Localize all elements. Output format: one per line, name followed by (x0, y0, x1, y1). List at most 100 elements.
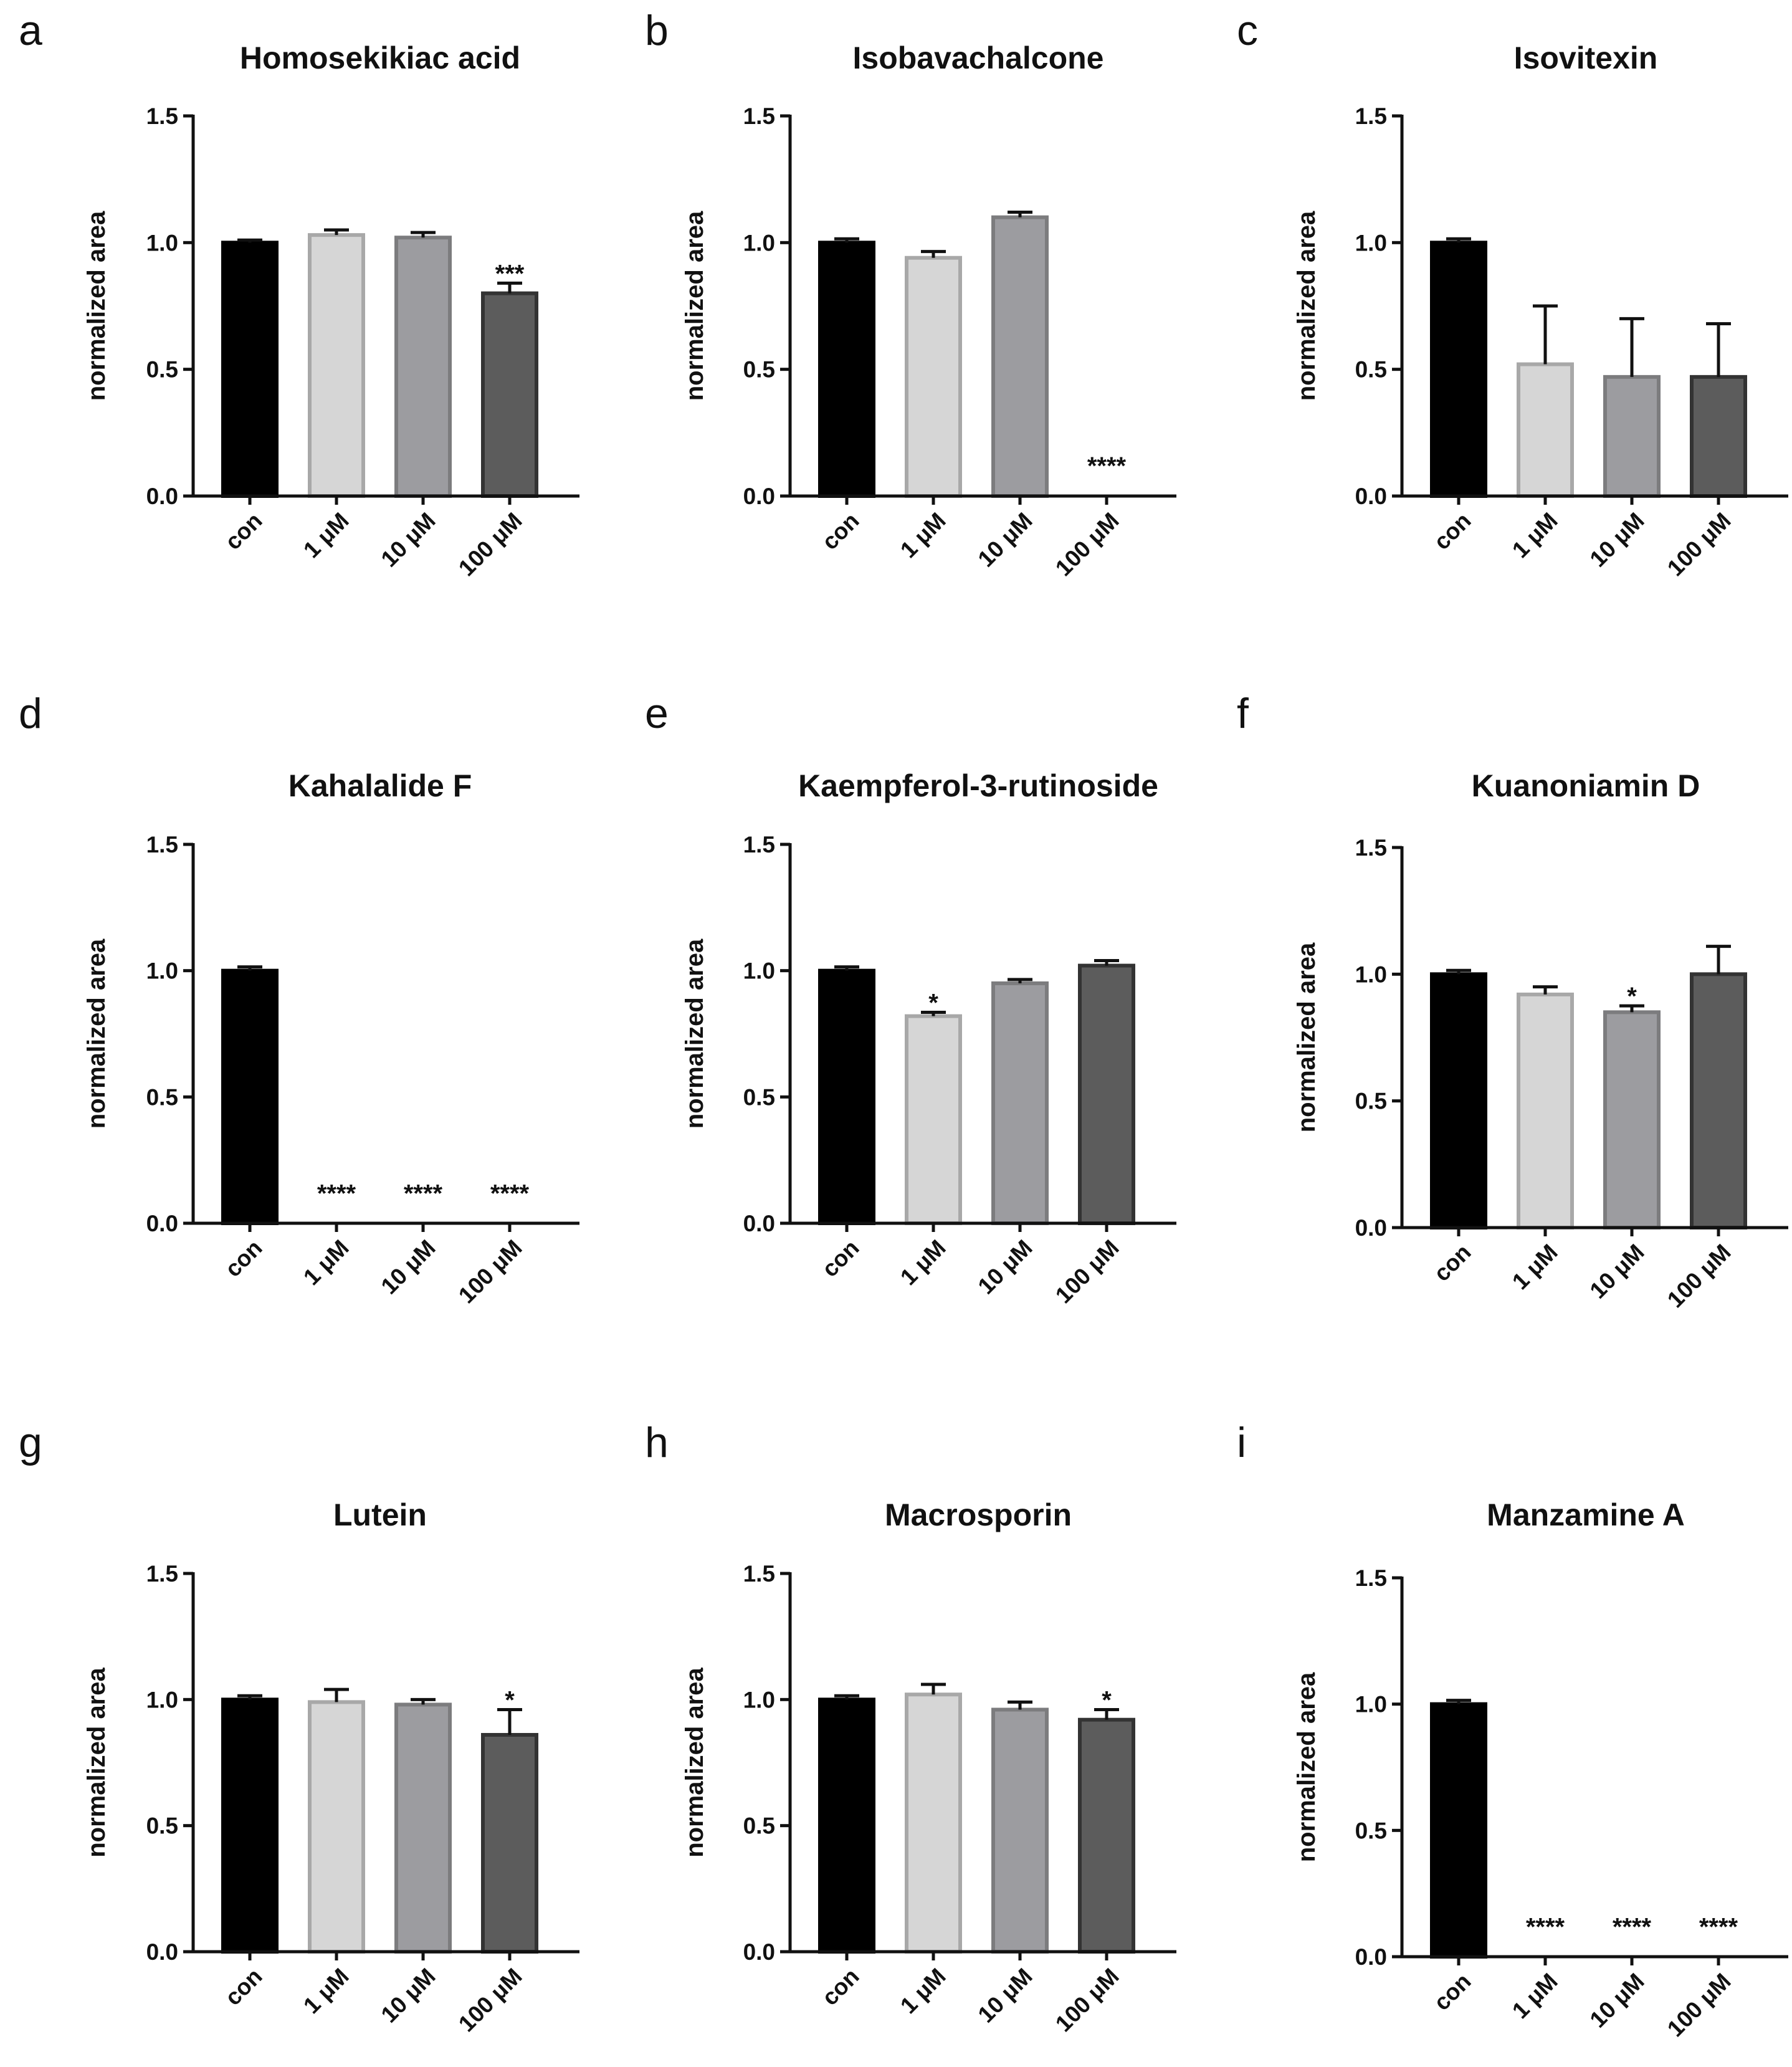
error-bar-3 (1094, 1708, 1119, 1720)
panel-h: h Macrosporin normalized area con 1 μM 10 μM *… (645, 1419, 1176, 2036)
error-bar-2 (411, 1697, 436, 1705)
bar-1 (1517, 362, 1574, 498)
bar-2 (991, 1707, 1049, 1954)
bar-2 (991, 981, 1049, 1226)
y-tick-label: 0.0 (146, 484, 178, 509)
panel-a: a Homosekikiac acid normalized area con 1 μM… (19, 7, 579, 581)
y-axis-label: normalized area (83, 938, 110, 1129)
error-bar-0 (1446, 968, 1471, 975)
y-tick-label: 1.0 (1355, 1692, 1387, 1717)
x-tick-label: 100 μM (454, 1235, 527, 1309)
y-tick-label: 0.0 (743, 484, 775, 509)
bar-3 (1690, 375, 1747, 498)
bar-0 (221, 241, 279, 498)
y-axis-label: normalized area (1293, 1672, 1320, 1862)
error-bar-3 (1706, 945, 1731, 975)
y-tick-label: 1.0 (743, 230, 775, 255)
error-bar-1 (921, 1011, 946, 1016)
error-bar-2 (1008, 978, 1032, 983)
error-bar-1 (1533, 304, 1558, 365)
x-tick-label: con (817, 508, 864, 555)
x-tick-label: con (1429, 1969, 1476, 2016)
y-tick-label: 1.5 (743, 1561, 775, 1587)
y-tick-label: 0.0 (743, 1211, 775, 1236)
y-tick-label: 1.0 (146, 230, 178, 255)
error-bar-2 (1619, 317, 1644, 377)
bar-1 (905, 255, 962, 498)
x-tick-label: 10 μM (973, 1235, 1037, 1299)
bar-3 (1078, 1717, 1135, 1954)
x-tick-label: 1 μM (298, 1235, 354, 1291)
significance-mark: * (1627, 983, 1637, 1010)
bar-2 (991, 215, 1049, 498)
error-bar-0 (834, 965, 859, 971)
x-tick-label: con (220, 1235, 267, 1282)
y-axis-label: normalized area (83, 1667, 110, 1857)
bar-1 (308, 233, 365, 498)
x-tick-label: 1 μM (1507, 1969, 1563, 2024)
panel-letter: f (1237, 690, 1249, 737)
y-tick-label: 0.0 (1355, 1944, 1387, 1970)
panel-e: e Kaempferol-3-rutinoside normalized area c… (645, 690, 1176, 1308)
x-tick-label: 100 μM (454, 1964, 527, 2037)
y-tick-label: 0.0 (146, 1939, 178, 1965)
significance-mark: * (505, 1687, 515, 1714)
y-tick-label: 1.0 (743, 1687, 775, 1712)
y-tick-label: 0.5 (146, 357, 178, 383)
y-tick-label: 0.5 (1355, 357, 1387, 383)
x-tick-label: con (220, 1964, 267, 2011)
chart-title: Kaempferol-3-rutinoside (798, 768, 1158, 803)
y-tick-label: 0.5 (146, 1084, 178, 1110)
x-tick-label: 1 μM (298, 1964, 354, 2019)
significance-mark: **** (490, 1180, 530, 1207)
error-bar-0 (237, 1694, 262, 1700)
bar-1 (1517, 992, 1574, 1230)
x-tick-label: con (1429, 508, 1476, 555)
error-bar-0 (1446, 1699, 1471, 1704)
x-tick-label: con (220, 508, 267, 555)
x-tick-label: con (817, 1235, 864, 1282)
significance-mark: **** (1699, 1913, 1738, 1940)
y-tick-label: 1.5 (1355, 1565, 1387, 1591)
panel-g: g Lutein normalized area con 1 μM 10 μM * 100 μ… (19, 1419, 579, 2036)
chart-title: Kahalalide F (288, 768, 472, 803)
y-tick-label: 1.5 (743, 832, 775, 857)
x-tick-label: 100 μM (1662, 1969, 1736, 2042)
panel-i: i Manzamine A normalized area con **** 1 μM **… (1237, 1419, 1788, 2041)
bar-2 (394, 1702, 452, 1954)
y-axis-label: normalized area (681, 211, 708, 401)
error-bar-0 (237, 965, 262, 971)
y-tick-label: 0.5 (1355, 1089, 1387, 1114)
bar-1 (905, 1692, 962, 1954)
y-tick-label: 1.0 (1355, 962, 1387, 987)
error-bar-0 (834, 237, 859, 243)
bar-0 (1430, 1702, 1487, 1959)
x-tick-label: 1 μM (895, 508, 951, 563)
x-tick-label: 1 μM (895, 1235, 951, 1291)
panel-c: c Isovitexin normalized area con 1 μM 10 μM 10… (1237, 7, 1788, 581)
bar-2 (1603, 375, 1661, 498)
y-axis-label: normalized area (681, 1667, 708, 1857)
x-tick-label: 10 μM (376, 1235, 440, 1299)
chart-title: Macrosporin (885, 1497, 1072, 1532)
significance-mark: * (928, 990, 938, 1017)
panel-d: d Kahalalide F normalized area con **** 1 μM *… (19, 690, 579, 1308)
y-tick-label: 0.5 (743, 1813, 775, 1839)
y-tick-label: 1.5 (1355, 835, 1387, 861)
bar-0 (818, 1697, 875, 1954)
bar-0 (221, 968, 279, 1225)
y-tick-label: 1.5 (743, 103, 775, 129)
x-tick-label: 100 μM (1662, 508, 1736, 581)
panel-letter: c (1237, 7, 1258, 54)
bar-3 (481, 291, 538, 498)
x-tick-label: 10 μM (973, 1964, 1037, 2028)
y-axis-label: normalized area (1293, 942, 1320, 1132)
x-tick-label: 1 μM (895, 1964, 951, 2019)
bar-3 (481, 1732, 538, 1954)
error-bar-3 (1706, 322, 1731, 377)
bar-2 (1603, 1010, 1661, 1230)
x-tick-label: 10 μM (1585, 1969, 1649, 2033)
bar-0 (1430, 972, 1487, 1230)
chart-title: Homosekikiac acid (240, 41, 520, 75)
